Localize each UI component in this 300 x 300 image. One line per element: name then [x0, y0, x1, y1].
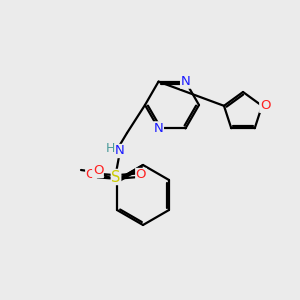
Text: S: S: [111, 169, 121, 184]
Text: O: O: [260, 99, 270, 112]
Text: N: N: [181, 75, 190, 88]
Text: N: N: [154, 122, 164, 135]
Text: H: H: [105, 142, 115, 155]
Text: O: O: [86, 169, 96, 182]
Text: N: N: [115, 145, 125, 158]
Text: O: O: [93, 164, 103, 178]
Text: O: O: [136, 169, 146, 182]
